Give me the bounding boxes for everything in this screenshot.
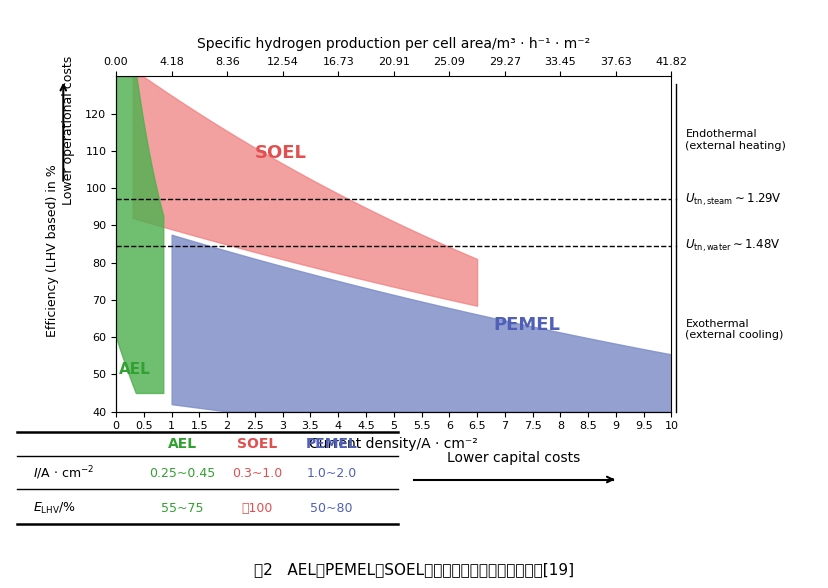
Text: $U_{\rm tn,steam}{\sim}1.29\rm{V}$: $U_{\rm tn,steam}{\sim}1.29\rm{V}$	[685, 191, 782, 208]
Text: 50~80: 50~80	[310, 502, 353, 515]
Text: Exothermal
(external cooling): Exothermal (external cooling)	[685, 319, 782, 340]
Text: 0.3~1.0: 0.3~1.0	[232, 467, 282, 480]
Text: $U_{\rm tn,water}{\sim}1.48\rm{V}$: $U_{\rm tn,water}{\sim}1.48\rm{V}$	[685, 238, 780, 254]
Text: 1.0~2.0: 1.0~2.0	[306, 467, 356, 480]
Text: SOEL: SOEL	[237, 437, 277, 451]
Text: AEL: AEL	[167, 437, 197, 451]
Text: Efficiency (LHV based) in %: Efficiency (LHV based) in %	[46, 165, 59, 337]
Text: Endothermal
(external heating): Endothermal (external heating)	[685, 129, 785, 151]
Text: $I$/A $\cdot$ cm$^{-2}$: $I$/A $\cdot$ cm$^{-2}$	[33, 465, 94, 482]
Text: 约100: 约100	[241, 502, 272, 515]
Text: SOEL: SOEL	[255, 145, 306, 162]
Text: 0.25~0.45: 0.25~0.45	[149, 467, 215, 480]
Text: Lower operational costs: Lower operational costs	[62, 55, 75, 205]
Text: PEMEL: PEMEL	[306, 437, 357, 451]
Text: $E_{\rm LHV}$/%: $E_{\rm LHV}$/%	[33, 501, 76, 516]
Text: 图2   AEL、PEMEL和SOEL单元或堆栈的效率和操作范围[19]: 图2 AEL、PEMEL和SOEL单元或堆栈的效率和操作范围[19]	[254, 562, 574, 577]
Text: 55~75: 55~75	[161, 502, 204, 515]
X-axis label: Specific hydrogen production per cell area/m³ · h⁻¹ · m⁻²: Specific hydrogen production per cell ar…	[197, 38, 590, 51]
Text: AEL: AEL	[118, 362, 151, 377]
X-axis label: Current density/A · cm⁻²: Current density/A · cm⁻²	[309, 437, 478, 451]
Text: PEMEL: PEMEL	[493, 316, 560, 333]
Text: Lower capital costs: Lower capital costs	[447, 451, 580, 465]
